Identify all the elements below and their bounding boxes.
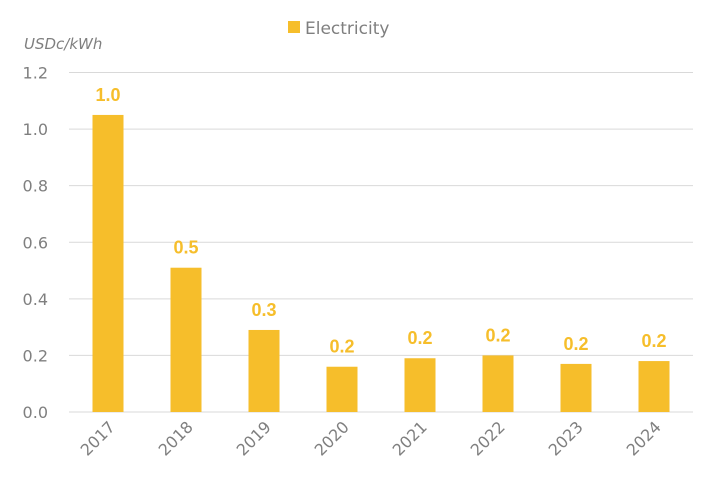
data-label-2021: 0.2 [407, 328, 432, 348]
bar-2019 [248, 329, 280, 412]
bar-2024 [638, 361, 670, 412]
data-label-2023: 0.2 [563, 334, 588, 354]
bar-2022 [482, 355, 514, 412]
bar-2017 [92, 114, 124, 412]
y-tick-label: 1.2 [23, 64, 48, 83]
data-labels: 1.0 0.5 0.3 0.2 0.2 0.2 0.2 0.2 [95, 85, 666, 357]
x-tick-label-2023: 2023 [545, 417, 587, 459]
y-tick-label: 0.8 [23, 177, 48, 196]
bar-2021 [404, 358, 436, 412]
data-label-2019: 0.3 [251, 300, 276, 320]
data-label-2022: 0.2 [485, 325, 510, 345]
data-label-2018: 0.5 [173, 238, 198, 258]
x-tick-label-2017: 2017 [77, 417, 119, 459]
y-tick-label: 0.0 [23, 403, 48, 422]
data-label-2020: 0.2 [329, 337, 354, 357]
y-tick-label: 0.4 [23, 290, 48, 309]
y-tick-label: 0.2 [23, 346, 48, 365]
x-tick-label-2024: 2024 [623, 417, 665, 459]
bar-2023 [560, 363, 592, 412]
x-tick-label-2019: 2019 [233, 417, 275, 459]
y-axis-label: USDc/kWh [24, 35, 102, 53]
legend-swatch-electricity [288, 21, 300, 33]
legend: Electricity [288, 19, 389, 39]
y-tick-label: 1.0 [23, 120, 48, 139]
x-tick-label-2021: 2021 [389, 417, 431, 459]
gridlines [69, 72, 693, 413]
legend-label-electricity: Electricity [305, 19, 389, 39]
bars [92, 114, 670, 412]
x-tick-label-2020: 2020 [311, 417, 353, 459]
y-axis-ticks: 0.0 0.2 0.4 0.6 0.8 1.0 1.2 [23, 64, 48, 423]
x-tick-label-2018: 2018 [155, 417, 197, 459]
bar-2020 [326, 366, 358, 412]
bar-2018 [170, 267, 202, 412]
x-axis-ticks: 2017 2018 2019 2020 2021 2022 2023 2024 [77, 417, 665, 459]
x-tick-label-2022: 2022 [467, 417, 509, 459]
y-tick-label: 0.6 [23, 233, 48, 252]
data-label-2017: 1.0 [95, 85, 120, 105]
data-label-2024: 0.2 [641, 331, 666, 351]
